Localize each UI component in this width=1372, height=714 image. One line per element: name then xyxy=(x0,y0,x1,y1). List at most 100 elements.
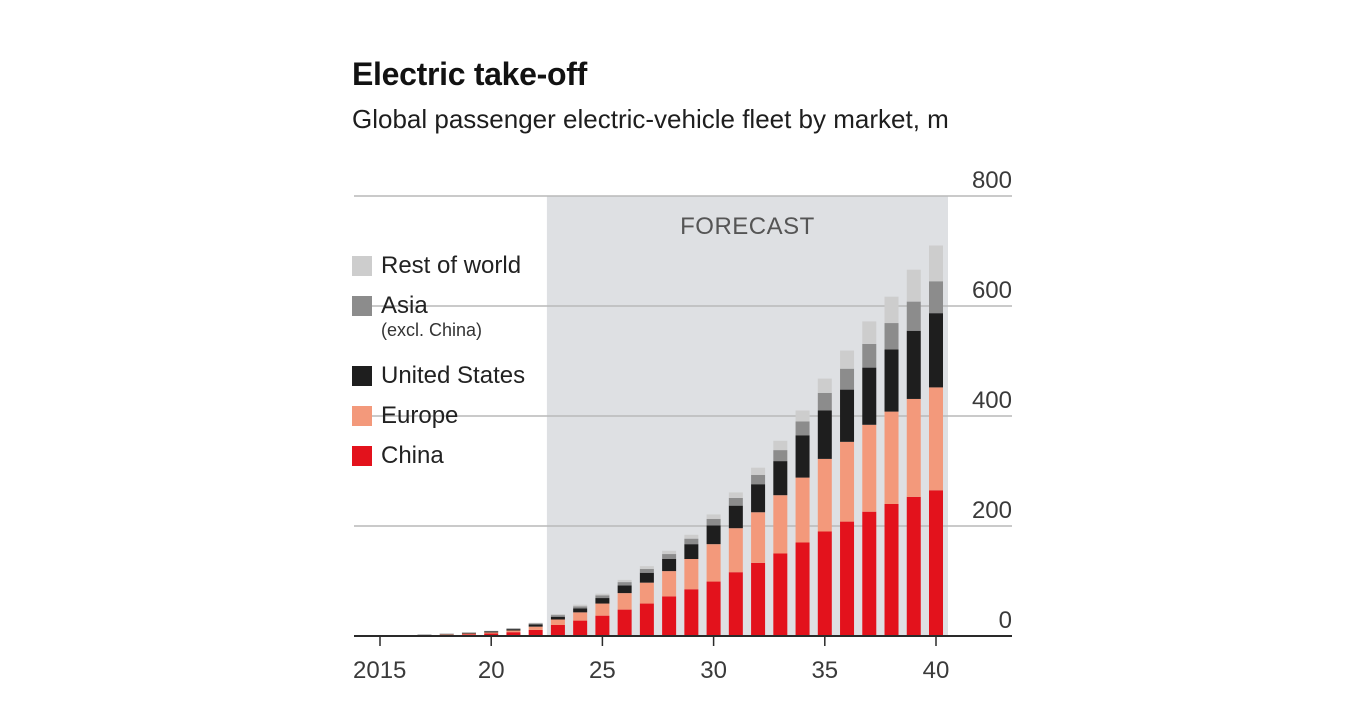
bar-united-states-2040 xyxy=(929,313,943,388)
bar-united-states-2038 xyxy=(884,349,899,412)
bar-europe-2020 xyxy=(484,632,499,634)
y-tick-label-400: 400 xyxy=(972,387,1012,414)
bar-asia-2036 xyxy=(840,368,855,390)
bar-united-states-2028 xyxy=(662,559,677,572)
bar-rest-of-world-2023 xyxy=(550,614,565,616)
bar-europe-2040 xyxy=(929,387,943,491)
legend-item-europe: Europe xyxy=(352,396,525,436)
bar-rest-of-world-2024 xyxy=(573,604,588,607)
bar-china-2038 xyxy=(884,504,899,636)
bar-china-2028 xyxy=(662,596,677,636)
bar-china-2037 xyxy=(862,511,877,636)
bar-europe-2036 xyxy=(840,441,855,522)
bar-china-2030 xyxy=(706,581,721,636)
bar-united-states-2021 xyxy=(506,629,521,631)
bar-europe-2027 xyxy=(639,582,654,604)
bar-rest-of-world-2028 xyxy=(662,550,677,555)
legend-label-asia: Asia xyxy=(381,292,428,319)
bar-rest-of-world-2039 xyxy=(906,269,921,302)
legend-swatch-united-states xyxy=(352,366,372,386)
bar-europe-2038 xyxy=(884,411,899,504)
bar-asia-2039 xyxy=(906,301,921,331)
bar-united-states-2039 xyxy=(906,330,921,399)
x-tick-label-30: 30 xyxy=(700,657,727,684)
bar-asia-2021 xyxy=(506,628,521,630)
bar-united-states-2035 xyxy=(817,410,832,459)
bar-europe-2037 xyxy=(862,424,877,512)
bar-china-2040 xyxy=(929,490,943,636)
bar-united-states-2027 xyxy=(639,572,654,583)
bar-asia-2026 xyxy=(617,582,632,586)
bar-china-2024 xyxy=(573,620,588,636)
bar-asia-2029 xyxy=(684,538,699,545)
legend-item-asia: Asia xyxy=(352,286,525,326)
bar-asia-2028 xyxy=(662,554,677,559)
bar-united-states-2030 xyxy=(706,525,721,545)
bar-asia-2031 xyxy=(728,497,743,506)
bar-rest-of-world-2034 xyxy=(795,410,810,422)
bar-asia-2024 xyxy=(573,606,588,609)
bar-europe-2033 xyxy=(773,495,788,554)
bar-united-states-2018 xyxy=(439,633,454,635)
bar-rest-of-world-2032 xyxy=(751,467,766,475)
bar-united-states-2020 xyxy=(484,631,499,633)
bar-asia-2027 xyxy=(639,568,654,573)
bar-asia-2035 xyxy=(817,392,832,411)
forecast-label: FORECAST xyxy=(680,213,815,240)
bar-europe-2022 xyxy=(528,626,543,630)
bar-asia-2032 xyxy=(751,474,766,485)
y-tick-label-800: 800 xyxy=(972,167,1012,194)
legend-label-china: China xyxy=(381,442,444,469)
bar-china-2022 xyxy=(528,629,543,636)
x-tick-label-40: 40 xyxy=(923,657,950,684)
bar-china-2027 xyxy=(639,603,654,636)
bar-asia-2038 xyxy=(884,323,899,350)
bar-china-2020 xyxy=(484,633,499,636)
bar-asia-2040 xyxy=(929,281,943,314)
bar-rest-of-world-2035 xyxy=(817,378,832,393)
legend-label-europe: Europe xyxy=(381,402,459,429)
bar-china-2029 xyxy=(684,589,699,636)
bar-rest-of-world-2040 xyxy=(929,245,943,282)
bar-asia-2034 xyxy=(795,421,810,436)
x-tick-label-20: 20 xyxy=(478,657,505,684)
bar-rest-of-world-2029 xyxy=(684,534,699,539)
bar-united-states-2032 xyxy=(751,484,766,513)
legend-note-asia: (excl. China) xyxy=(381,320,483,340)
bar-europe-2031 xyxy=(728,528,743,573)
bar-united-states-2031 xyxy=(728,505,743,529)
chart-title: Electric take-off xyxy=(352,56,587,92)
bar-europe-2029 xyxy=(684,559,699,590)
bar-europe-2035 xyxy=(817,458,832,532)
bar-europe-2034 xyxy=(795,477,810,543)
bar-china-2033 xyxy=(773,553,788,636)
legend-label-united-states: United States xyxy=(381,362,526,389)
bar-china-2032 xyxy=(751,562,766,636)
bar-europe-2021 xyxy=(506,630,521,633)
bar-rest-of-world-2027 xyxy=(639,566,654,569)
bar-europe-2030 xyxy=(706,544,721,582)
legend-item-china: China xyxy=(352,436,525,476)
bar-rest-of-world-2033 xyxy=(773,440,788,451)
bar-china-2035 xyxy=(817,531,832,636)
bar-europe-2019 xyxy=(461,633,476,635)
x-tick-label-25: 25 xyxy=(589,657,616,684)
bar-rest-of-world-2038 xyxy=(884,296,899,324)
bar-china-2034 xyxy=(795,542,810,636)
y-tick-label-600: 600 xyxy=(972,277,1012,304)
bar-rest-of-world-2025 xyxy=(595,593,610,596)
bar-united-states-2022 xyxy=(528,624,543,627)
bar-rest-of-world-2037 xyxy=(862,321,877,344)
legend-item-united-states: United States xyxy=(352,356,525,396)
legend-swatch-china xyxy=(352,446,372,466)
bar-rest-of-world-2030 xyxy=(706,514,721,519)
bar-china-2021 xyxy=(506,632,521,636)
bar-asia-2033 xyxy=(773,450,788,462)
bar-rest-of-world-2022 xyxy=(528,622,543,624)
bar-rest-of-world-2031 xyxy=(728,492,743,498)
y-tick-label-0: 0 xyxy=(999,607,1012,634)
x-tick-label-35: 35 xyxy=(811,657,838,684)
bar-united-states-2034 xyxy=(795,435,810,478)
chart-subtitle: Global passenger electric-vehicle fleet … xyxy=(352,104,949,134)
